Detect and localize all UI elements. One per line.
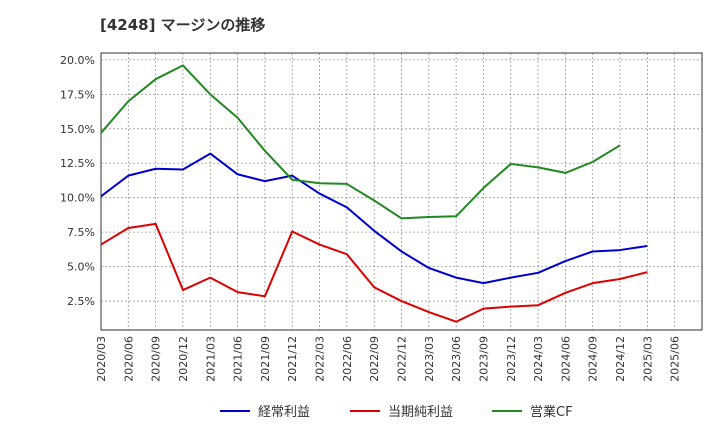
x-tick-label: 2023/09 — [477, 336, 490, 382]
series-line — [100, 222, 648, 323]
legend-label: 営業CF — [530, 404, 573, 420]
plot-frame — [100, 52, 703, 331]
series-line — [100, 152, 648, 285]
y-tick-label: 5.0% — [67, 261, 95, 274]
x-tick-label: 2023/06 — [450, 336, 463, 382]
x-tick-label: 2022/12 — [396, 336, 409, 382]
x-tick-label: 2024/03 — [532, 336, 545, 382]
y-tick-label: 17.5% — [60, 88, 95, 101]
plot-area — [101, 53, 702, 330]
x-tick-label: 2020/06 — [122, 336, 135, 382]
y-tick-label: 20.0% — [60, 54, 95, 67]
y-tick-label: 7.5% — [67, 226, 95, 239]
x-tick-label: 2022/06 — [341, 336, 354, 382]
x-tick-label: 2020/09 — [150, 336, 163, 382]
y-tick-label: 2.5% — [67, 295, 95, 308]
y-tick-label: 10.0% — [60, 192, 95, 205]
legend-label: 経常利益 — [258, 405, 310, 420]
legend-label: 当期純利益 — [388, 405, 453, 420]
x-tick-label: 2024/12 — [614, 336, 627, 382]
x-tick-label: 2022/03 — [314, 336, 327, 382]
x-tick-label: 2021/03 — [204, 336, 217, 382]
x-tick-label: 2021/09 — [259, 336, 272, 382]
x-tick-label: 2025/06 — [669, 336, 682, 382]
x-tick-label: 2024/09 — [587, 336, 600, 382]
x-tick-label: 2021/12 — [286, 336, 299, 382]
x-tick-label: 2021/06 — [232, 336, 245, 382]
x-tick-label: 2020/03 — [95, 336, 108, 382]
x-tick-label: 2020/12 — [177, 336, 190, 382]
y-tick-label: 12.5% — [60, 157, 95, 170]
x-tick-label: 2024/06 — [559, 336, 572, 382]
chart-title: [4248] マージンの推移 — [100, 16, 266, 34]
x-tick-label: 2023/03 — [423, 336, 436, 382]
series-line — [100, 64, 621, 220]
x-tick-label: 2023/12 — [505, 336, 518, 382]
x-tick-label: 2025/03 — [641, 336, 654, 382]
y-tick-label: 15.0% — [60, 123, 95, 136]
x-tick-label: 2022/09 — [368, 336, 381, 382]
